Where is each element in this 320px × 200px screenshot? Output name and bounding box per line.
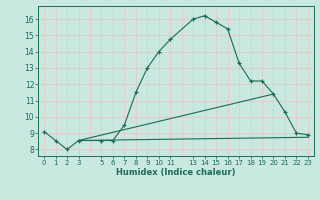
X-axis label: Humidex (Indice chaleur): Humidex (Indice chaleur)	[116, 168, 236, 177]
